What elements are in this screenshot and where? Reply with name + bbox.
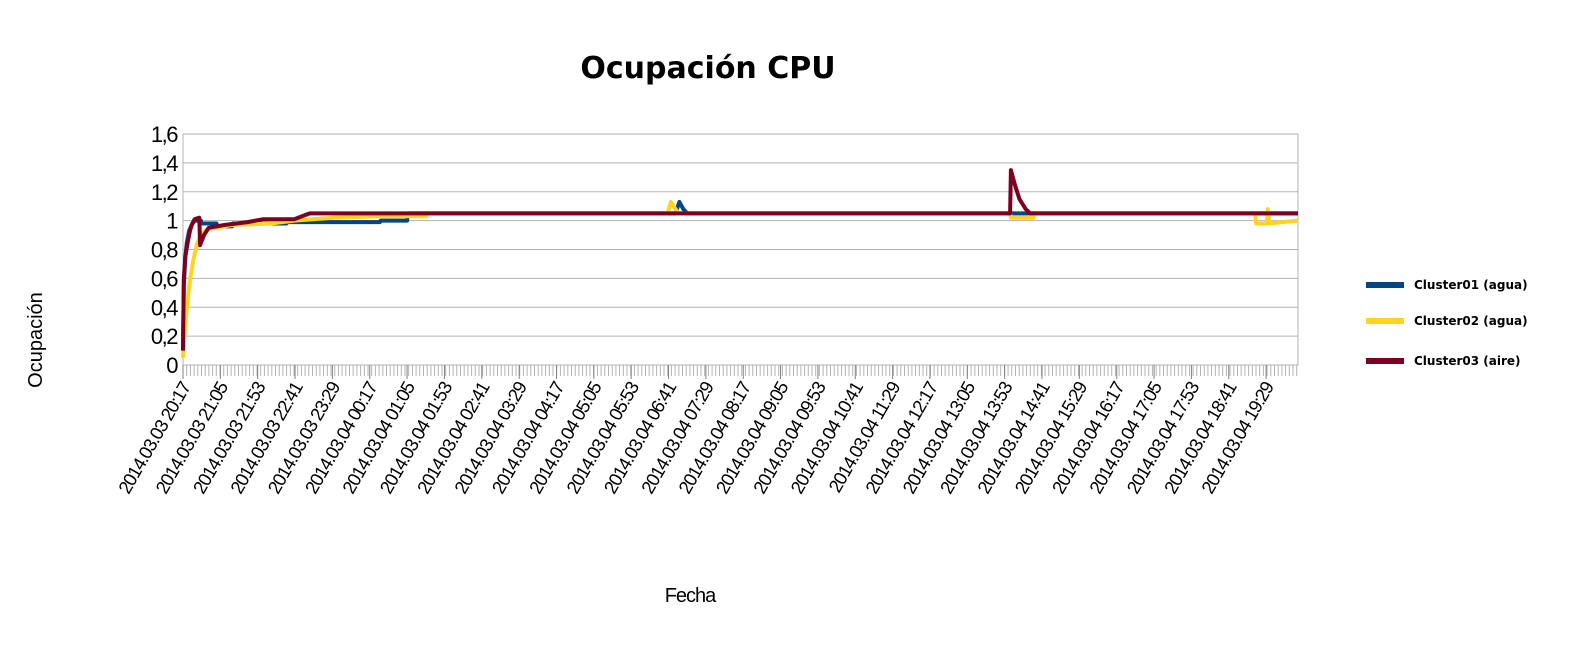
- y-tick-label: 1,2: [151, 180, 178, 205]
- legend-label: Cluster03 (aire): [1414, 354, 1521, 368]
- gridlines: [183, 133, 1298, 366]
- y-tick-label: 0,4: [151, 295, 178, 320]
- minor-tick-marks: [182, 365, 1298, 376]
- y-tick-label: 1: [166, 209, 178, 234]
- y-tick-label: 0: [166, 353, 178, 378]
- legend-item: Cluster02 (agua): [1366, 314, 1528, 328]
- y-tick-label: 0,2: [151, 324, 178, 349]
- chart-title: Ocupación CPU: [580, 51, 835, 86]
- x-axis-label: Fecha: [665, 585, 717, 607]
- legend-label: Cluster01 (agua): [1414, 278, 1528, 292]
- y-axis-ticks: 0 0,2 0,4 0,6 0,8 1 1,2 1,4 1,6: [151, 122, 180, 378]
- legend-item: Cluster03 (aire): [1366, 354, 1521, 368]
- series-line-3: [181, 168, 1298, 351]
- y-tick-label: 1,4: [151, 151, 178, 176]
- y-tick-label: 0,6: [151, 266, 178, 291]
- legend-swatch: [1366, 318, 1404, 324]
- y-axis-label: Ocupación: [25, 292, 47, 388]
- legend-swatch: [1366, 358, 1404, 364]
- legend-swatch: [1366, 282, 1404, 288]
- y-tick-label: 0,8: [151, 238, 178, 263]
- plot-border: [182, 133, 1299, 366]
- series-lines: [181, 168, 1299, 358]
- legend-item: Cluster01 (agua): [1366, 278, 1528, 292]
- x-axis-minor-ticks: [182, 365, 1298, 376]
- series-line-2: [181, 199, 1299, 358]
- y-tick-label: 1,6: [151, 122, 178, 147]
- legend-label: Cluster02 (agua): [1414, 314, 1528, 328]
- legend: Cluster01 (agua) Cluster02 (agua) Cluster0…: [1366, 278, 1528, 368]
- plot-area: [182, 133, 1299, 366]
- series-line-1: [181, 199, 1298, 351]
